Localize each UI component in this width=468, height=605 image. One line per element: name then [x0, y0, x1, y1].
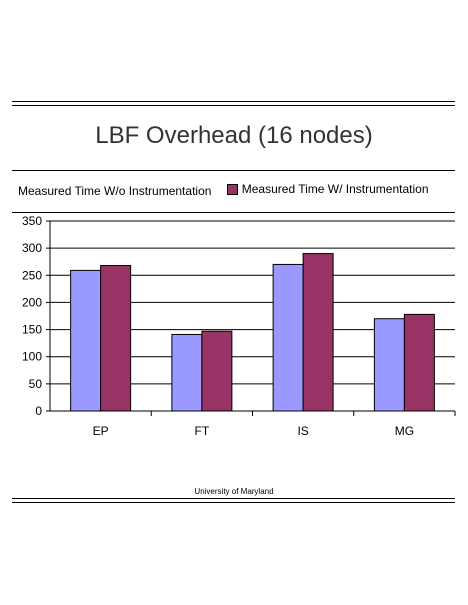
- bar-is-series2: [302, 253, 334, 412]
- bar-ep-series2: [100, 265, 132, 412]
- legend-rule: [12, 212, 455, 213]
- x-tick-label-ft: FT: [195, 424, 210, 438]
- bar-ft-series1: [171, 333, 203, 412]
- legend-label-series2: Measured Time W/ Instrumentation: [241, 182, 429, 196]
- legend: Measured Time W/o Instrumentation Measur…: [18, 182, 455, 198]
- y-tick-label-350: 350: [22, 214, 42, 228]
- footer-text: University of Maryland: [194, 487, 274, 496]
- legend-item-series2: Measured Time W/ Instrumentation: [226, 182, 429, 196]
- bar-mg-series1: [373, 318, 405, 412]
- bar-mg-series2: [403, 313, 435, 412]
- legend-label-series1: Measured Time W/o Instrumentation: [18, 183, 212, 198]
- bar-ft-series2: [201, 330, 233, 412]
- bar-ep-series1: [70, 269, 102, 412]
- title-rule: [12, 170, 455, 171]
- legend-item-series1: Measured Time W/o Instrumentation: [18, 184, 211, 198]
- x-tick-label-mg: MG: [395, 424, 414, 438]
- bar-chart: 0 50 100 150 200 250 300 350 EP FT IS MG: [22, 214, 456, 438]
- y-tick-label-50: 50: [29, 377, 43, 391]
- y-tick-label-150: 150: [22, 323, 42, 337]
- x-tick-label-is: IS: [297, 424, 308, 438]
- bottom-rule-2: [12, 502, 455, 503]
- top-rule-1: [12, 101, 455, 102]
- y-tick-label-300: 300: [22, 241, 42, 255]
- chart-title: LBF Overhead (16 nodes): [95, 122, 373, 149]
- x-tick-label-ep: EP: [93, 424, 109, 438]
- y-tick-label-0: 0: [35, 404, 42, 418]
- bar-is-series1: [272, 263, 304, 412]
- y-tick-label-200: 200: [22, 295, 42, 309]
- top-rule-2: [12, 105, 455, 106]
- bottom-rule-1: [12, 498, 455, 499]
- legend-swatch-series2: [226, 183, 238, 195]
- y-tick-label-100: 100: [22, 350, 42, 364]
- y-tick-label-250: 250: [22, 268, 42, 282]
